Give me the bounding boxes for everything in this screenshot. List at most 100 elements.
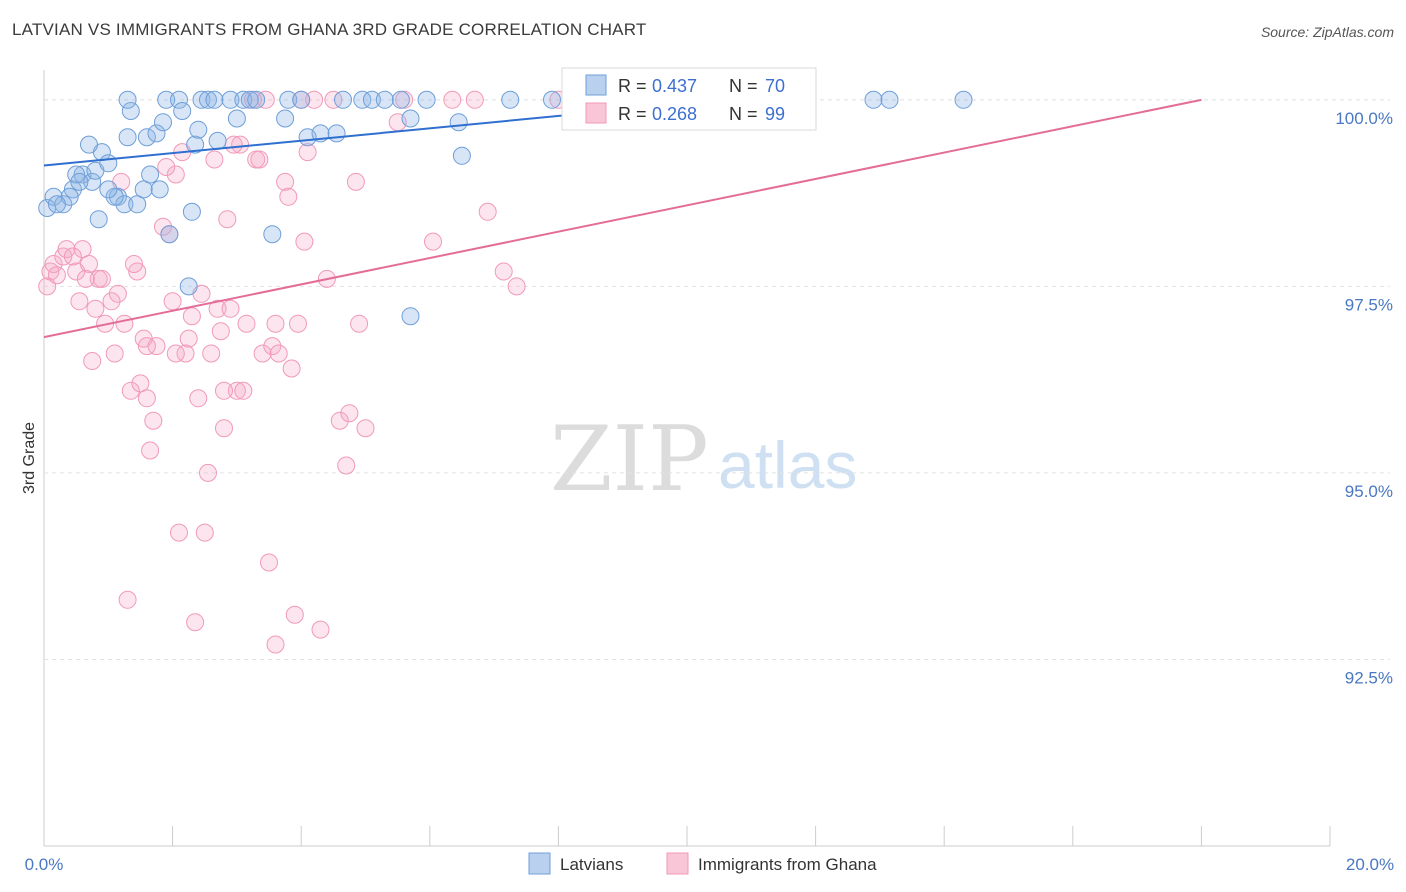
legend-swatch-ghana (585, 102, 607, 124)
latvian-point (864, 90, 883, 109)
legend-r-value-latvians: 0.437 (652, 76, 697, 96)
ghana-point (263, 337, 282, 356)
ghana-point (154, 217, 172, 236)
latvian-point (186, 135, 205, 154)
ghana-point (295, 232, 314, 251)
ghana-point (182, 307, 201, 326)
latvian-point (401, 109, 420, 128)
bottom-legend-label-ghana: Immigrants from Ghana (698, 855, 877, 874)
ghana-point (115, 314, 134, 333)
ghana-point (189, 389, 208, 408)
latvian-point (54, 195, 73, 214)
ghana-point (221, 299, 240, 318)
ghana-point (337, 456, 356, 475)
ghana-point (176, 344, 195, 363)
y-tick-label: 97.5% (1345, 295, 1393, 314)
latvian-point (221, 90, 240, 109)
latvian-point (276, 109, 295, 128)
y-tick-label: 100.0% (1335, 109, 1393, 128)
legend-r-label-latvians: R = (618, 76, 647, 96)
ghana-point (208, 299, 227, 318)
ghana-point (356, 419, 375, 438)
latvian-point (501, 90, 520, 109)
ghana-point (163, 292, 182, 311)
ghana-point (289, 314, 307, 333)
ghana-point (279, 187, 298, 206)
ghana-point (443, 90, 462, 109)
x-ticks (43, 826, 1331, 846)
latvian-point (105, 187, 124, 206)
watermark-zip: ZIP (550, 407, 709, 512)
x-tick-label-max: 20.0% (1346, 855, 1394, 874)
ghana-point (57, 240, 76, 259)
ghana-point (199, 463, 217, 482)
ghana-point (205, 150, 224, 169)
ghana-point (266, 314, 285, 333)
latvian-point (150, 180, 169, 199)
latvian-point (118, 128, 137, 147)
ghana-point (346, 172, 365, 191)
ghana-point (186, 613, 205, 632)
ghana-point (141, 441, 160, 460)
latvian-point (121, 102, 140, 120)
ghana-point (350, 314, 369, 333)
latvian-point (234, 90, 253, 109)
latvian-point (99, 154, 118, 173)
ghana-point (424, 232, 442, 251)
latvian-point (208, 131, 227, 150)
trendline-ghana (43, 98, 1202, 339)
series-legend: Latvians Immigrants from Ghana (528, 852, 877, 875)
latvian-point (141, 165, 160, 184)
bottom-legend-swatch-latvians (528, 852, 551, 875)
latvian-point (189, 120, 208, 139)
latvian-point (327, 124, 346, 143)
y-tick-label: 92.5% (1345, 668, 1393, 687)
latvian-point (173, 102, 192, 120)
ghana-point (121, 381, 140, 400)
latvian-point (115, 195, 134, 214)
latvian-point (362, 90, 381, 109)
ghana-point (266, 635, 285, 654)
ghana-point (311, 620, 330, 639)
ghana-point (215, 419, 233, 438)
latvian-point (147, 124, 166, 143)
ghana-point (211, 322, 230, 341)
latvian-point (452, 146, 471, 165)
latvian-point (179, 277, 198, 296)
ghana-point (108, 284, 127, 303)
latvian-point (80, 135, 98, 154)
latvian-point (205, 90, 224, 109)
legend-r-label-ghana: R = (618, 104, 647, 124)
ghana-point (215, 381, 233, 400)
ghana-point (478, 202, 497, 221)
latvian-point (99, 180, 118, 199)
ghana-point (340, 404, 359, 423)
latvian-point (134, 180, 153, 199)
latvian-point (263, 225, 282, 244)
legend-n-value-ghana: 99 (765, 104, 785, 124)
latvian-point (182, 202, 201, 221)
ghana-point (70, 292, 89, 311)
ghana-point (305, 90, 324, 109)
ghana-point (227, 381, 246, 400)
x-tick-label-min: 0.0% (25, 855, 64, 874)
latvian-points (38, 90, 973, 326)
latvian-point (543, 90, 561, 109)
latvian-point (240, 90, 259, 109)
ghana-points (38, 90, 568, 654)
latvian-point (199, 90, 217, 109)
ghana-point (166, 344, 185, 363)
ghana-point (105, 344, 124, 363)
ghana-point (47, 266, 66, 285)
ghana-point (44, 255, 63, 273)
legend-n-value-latvians: 70 (765, 76, 785, 96)
latvian-point (170, 90, 188, 109)
ghana-point (269, 344, 288, 363)
latvian-point (192, 90, 211, 109)
ghana-point (92, 269, 111, 288)
latvian-point (334, 90, 352, 109)
gridlines (44, 99, 1390, 660)
ghana-point (76, 269, 95, 288)
ghana-point (231, 135, 250, 154)
